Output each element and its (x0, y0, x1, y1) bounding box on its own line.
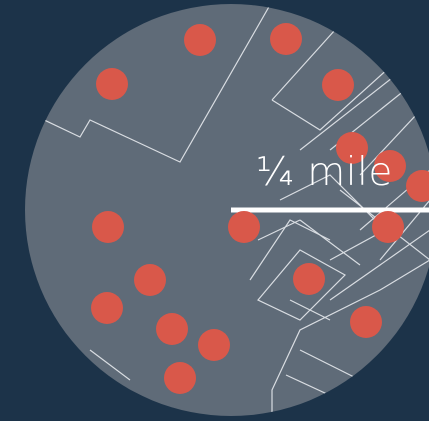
point-markers (91, 23, 429, 394)
map-point (406, 170, 429, 202)
map-point (293, 263, 325, 295)
map-point (96, 68, 128, 100)
map-point (156, 313, 188, 345)
map-point (91, 292, 123, 324)
parcel-boundaries (39, 4, 429, 416)
map-point (228, 211, 260, 243)
map-point (184, 24, 216, 56)
map-point (164, 362, 196, 394)
map-point (372, 211, 404, 243)
scale-label: ¼ mile (256, 150, 393, 195)
map-point (350, 306, 382, 338)
map-point (134, 264, 166, 296)
radius-circle (25, 4, 429, 416)
map-point (374, 150, 406, 182)
map-point (322, 69, 354, 101)
map-point (198, 329, 230, 361)
map-point (336, 132, 368, 164)
map-point (270, 23, 302, 55)
map-point (92, 211, 124, 243)
